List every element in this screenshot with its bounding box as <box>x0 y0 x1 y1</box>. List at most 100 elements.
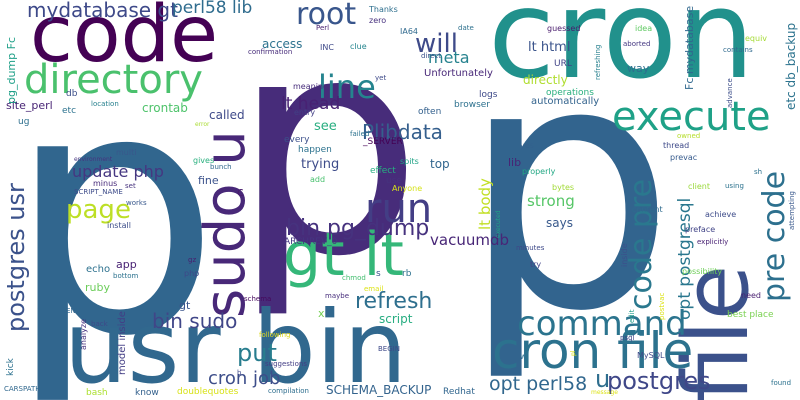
word-opt-postgresql: opt postgresql <box>675 197 695 320</box>
word-idea: idea <box>635 24 653 33</box>
word-postvac: postvac <box>658 292 666 320</box>
word-site_perl: site_perl <box>6 99 53 112</box>
word-postgres-usr: postgres usr <box>2 183 30 332</box>
word-vacuumdb: vacuumdb <box>430 231 509 249</box>
word-bunch: bunch <box>210 163 232 171</box>
word-suggestions: suggestions <box>265 360 307 368</box>
word-app: app <box>116 258 137 271</box>
word-advance: advance <box>726 78 734 108</box>
word-executed: executed <box>495 210 502 238</box>
word-script_name: SCRIPT_NAME <box>74 188 123 196</box>
word-entry: entry <box>294 108 316 117</box>
word-usr-bin: usr bin <box>64 289 408 400</box>
word-using: using <box>725 182 744 190</box>
word-kick: kick <box>6 358 16 376</box>
word-location: location <box>91 100 119 108</box>
word-aborted: aborted <box>623 40 651 48</box>
word-ia64: IA64 <box>400 27 419 36</box>
word-etc: etc <box>62 106 77 116</box>
word-ruby: ruby <box>85 281 110 294</box>
word-effect: effect <box>370 166 396 176</box>
word-plibdata: Plibdata <box>362 120 443 144</box>
word-refresh: refresh <box>355 289 433 314</box>
word-line: line <box>318 68 376 106</box>
word-page: page <box>66 195 131 225</box>
word-content: content <box>632 205 663 214</box>
word-perl58-lib: perl58 lib <box>172 0 253 18</box>
word-edit: edit <box>628 309 636 323</box>
word-opt-perl58: opt perl58 <box>489 373 588 395</box>
word-gt: gt <box>179 299 191 312</box>
word-code: code <box>30 0 219 80</box>
word-pl: pl <box>570 350 577 356</box>
word-crontab: crontab <box>142 101 188 115</box>
word-gz: gz <box>188 256 197 264</box>
word-cron-job: cron job <box>208 368 281 389</box>
word-automatically: automatically <box>531 96 600 107</box>
word-redhat: Redhat <box>443 387 475 397</box>
word-inside: inside <box>620 243 629 267</box>
word-meta: meta <box>428 48 470 67</box>
word-bottom: bottom <box>113 272 139 280</box>
word-php: php <box>184 269 200 278</box>
word-bin-pg_dump: bin pg_dump <box>286 216 430 241</box>
word-_server: _SERVER <box>363 137 403 147</box>
word-error: error <box>195 121 210 128</box>
word-script: script <box>379 312 413 326</box>
word-archrev_0: ARCHREV_0 <box>284 237 338 247</box>
word-gt-lt: gt lt <box>283 220 404 290</box>
word-attempting: attempting <box>788 191 796 230</box>
word-every: every <box>284 135 310 145</box>
word-minutes: minutes <box>516 244 545 252</box>
word-echo: echo <box>86 264 111 275</box>
word-thanks: Thanks <box>369 5 398 14</box>
word-env: ENV <box>66 307 81 315</box>
word-failed: failed <box>350 130 370 138</box>
word-directly: directly <box>523 73 568 87</box>
word-access: access <box>262 37 303 51</box>
word-s: s <box>376 269 381 279</box>
word-chmod: chmod <box>342 274 366 282</box>
word-fc-mydatabase: Fc mydatabase <box>683 5 696 90</box>
word-will: will <box>415 29 458 59</box>
word-lt-head: lt head <box>281 94 341 114</box>
word-achieve: achieve <box>705 210 737 219</box>
word-best-place: best place <box>727 310 774 320</box>
word-pre-code: pre code <box>757 170 792 302</box>
word-b: b <box>237 369 242 377</box>
word-cron-file: cron file <box>492 322 694 380</box>
word-compilation: compilation <box>268 387 309 395</box>
word-bytes: bytes <box>552 183 575 192</box>
word-maybe: maybe <box>325 292 350 300</box>
word-run: run <box>365 186 433 232</box>
word-code-pre: code pre <box>624 178 659 310</box>
word-client: client <box>688 182 710 191</box>
word-try: try <box>530 260 542 269</box>
word-often: often <box>418 107 442 117</box>
word-sh: sh <box>754 168 763 176</box>
word-operations: operations <box>546 88 594 98</box>
word-x: x <box>318 307 325 320</box>
word-db: db <box>66 89 78 99</box>
word-etc-db_backup: etc db_backup <box>784 22 798 110</box>
word-see: see <box>314 119 337 134</box>
word-meaning: meaning <box>293 82 329 91</box>
word-strong: strong <box>527 192 575 210</box>
word-add: add <box>310 175 326 184</box>
word-following: following <box>259 331 291 339</box>
word-bash: bash <box>86 388 108 398</box>
word-email: email <box>364 285 384 293</box>
word-spits: spits <box>400 157 419 166</box>
word-says: says <box>546 216 573 230</box>
word-carspath: CARSPATH <box>4 385 41 393</box>
word-begin: BEGIN <box>378 345 400 353</box>
word-works: works <box>126 199 147 207</box>
word-execute: execute <box>612 94 771 140</box>
word-schema_backup: SCHEMA_BACKUP <box>326 383 432 397</box>
word-gives: gives <box>193 156 215 165</box>
word-use: use <box>386 176 402 186</box>
word-postgres: postgres <box>607 367 711 395</box>
word-bin-sudo: bin sudo <box>152 309 238 333</box>
word-refreshing: refreshing <box>594 44 602 80</box>
